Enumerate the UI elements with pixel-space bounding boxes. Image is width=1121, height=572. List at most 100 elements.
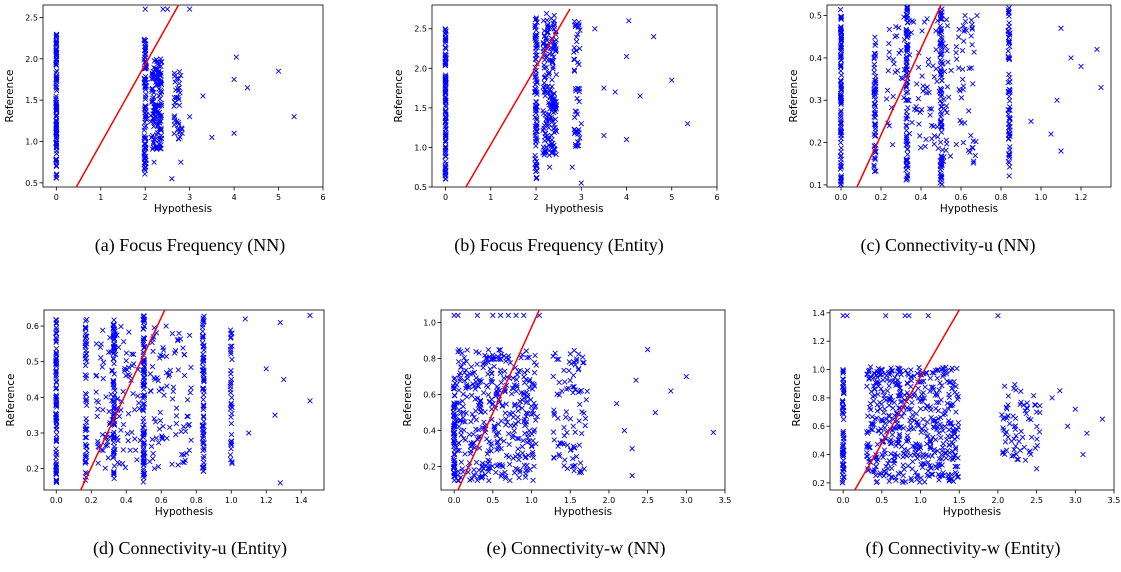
data-point bbox=[532, 156, 538, 162]
data-point bbox=[881, 447, 888, 453]
data-point bbox=[485, 392, 492, 398]
data-point bbox=[955, 455, 961, 461]
x-tick-label: 0.0 bbox=[837, 496, 850, 505]
data-point bbox=[884, 388, 891, 394]
data-point bbox=[540, 107, 546, 114]
data-point bbox=[915, 421, 921, 428]
data-point bbox=[914, 472, 920, 479]
data-point bbox=[502, 422, 509, 428]
data-point bbox=[148, 134, 155, 141]
data-point bbox=[443, 81, 449, 88]
data-point bbox=[920, 454, 927, 461]
data-point bbox=[886, 55, 892, 61]
data-point bbox=[53, 339, 59, 346]
data-point bbox=[176, 102, 183, 108]
data-point bbox=[904, 453, 910, 459]
data-point bbox=[110, 356, 116, 362]
data-point bbox=[952, 469, 959, 476]
data-point bbox=[1014, 456, 1020, 463]
data-point bbox=[53, 83, 59, 89]
data-point bbox=[633, 377, 639, 383]
x-tick-label: 1.5 bbox=[564, 496, 577, 505]
data-point bbox=[228, 349, 234, 355]
data-point bbox=[559, 388, 565, 394]
data-point bbox=[493, 469, 499, 476]
chart-d: 0.0 0.2 0.4 0.6 0.8 1.0 1.2 1.40.20.30.40.50.6H… bbox=[5, 309, 325, 518]
data-point bbox=[956, 86, 962, 93]
data-point bbox=[896, 431, 903, 438]
data-point bbox=[442, 26, 449, 32]
data-point bbox=[896, 405, 902, 411]
data-point bbox=[487, 465, 494, 471]
data-point bbox=[123, 350, 130, 356]
data-point bbox=[155, 103, 161, 109]
data-point bbox=[171, 95, 178, 101]
data-point bbox=[925, 459, 931, 466]
data-point bbox=[575, 85, 581, 92]
data-point bbox=[838, 72, 845, 78]
data-point bbox=[83, 326, 89, 332]
data-point bbox=[949, 456, 955, 462]
data-point bbox=[176, 129, 182, 136]
data-point bbox=[510, 432, 516, 438]
data-point bbox=[108, 349, 114, 355]
data-point bbox=[114, 396, 121, 402]
data-point bbox=[53, 361, 60, 367]
data-point bbox=[880, 389, 886, 395]
data-point bbox=[840, 379, 847, 386]
data-point bbox=[464, 375, 471, 382]
data-point bbox=[576, 401, 583, 408]
data-point bbox=[186, 113, 193, 120]
data-point bbox=[953, 383, 959, 390]
data-point bbox=[53, 163, 60, 170]
data-point bbox=[514, 384, 520, 390]
y-tick-label: 0.4 bbox=[812, 451, 825, 460]
data-point bbox=[575, 351, 582, 357]
data-point bbox=[228, 442, 235, 448]
y-tick-label: 0.6 bbox=[812, 422, 825, 431]
data-point bbox=[53, 62, 59, 69]
data-point bbox=[200, 432, 206, 438]
y-axis-label-e: Reference bbox=[402, 374, 414, 427]
data-point bbox=[501, 375, 507, 381]
data-point bbox=[570, 384, 576, 390]
x-tick-label: 0.4 bbox=[915, 193, 928, 202]
data-point bbox=[949, 385, 955, 392]
data-point bbox=[53, 47, 59, 54]
data-point bbox=[505, 312, 512, 319]
caption-b: (b) Focus Frequency (Entity) bbox=[454, 235, 664, 255]
data-point bbox=[529, 380, 535, 387]
data-point bbox=[508, 391, 515, 397]
data-point bbox=[466, 431, 473, 438]
data-point bbox=[112, 446, 118, 453]
data-point bbox=[838, 25, 844, 32]
data-point bbox=[442, 72, 449, 78]
scatter-series-f bbox=[839, 312, 1106, 486]
data-point bbox=[134, 457, 140, 463]
data-point bbox=[200, 322, 206, 328]
data-point bbox=[524, 354, 530, 361]
data-point bbox=[885, 460, 891, 467]
data-point bbox=[307, 312, 313, 319]
data-point bbox=[129, 429, 135, 436]
data-point bbox=[530, 477, 536, 484]
data-point bbox=[1005, 393, 1012, 399]
data-point bbox=[945, 59, 951, 65]
data-point bbox=[891, 399, 897, 406]
data-point bbox=[167, 367, 174, 374]
data-point bbox=[443, 45, 449, 52]
y-tick-label: 0.5 bbox=[25, 179, 38, 188]
data-point bbox=[915, 64, 922, 71]
data-point bbox=[553, 128, 560, 135]
data-point bbox=[898, 398, 905, 404]
data-point bbox=[582, 422, 588, 429]
data-point bbox=[490, 312, 496, 319]
data-point bbox=[442, 164, 449, 170]
data-point bbox=[626, 18, 632, 24]
data-point bbox=[871, 386, 878, 392]
data-point bbox=[120, 339, 127, 345]
data-point bbox=[905, 104, 911, 111]
data-point bbox=[1032, 402, 1039, 408]
data-point bbox=[53, 108, 60, 114]
data-point bbox=[840, 369, 846, 375]
